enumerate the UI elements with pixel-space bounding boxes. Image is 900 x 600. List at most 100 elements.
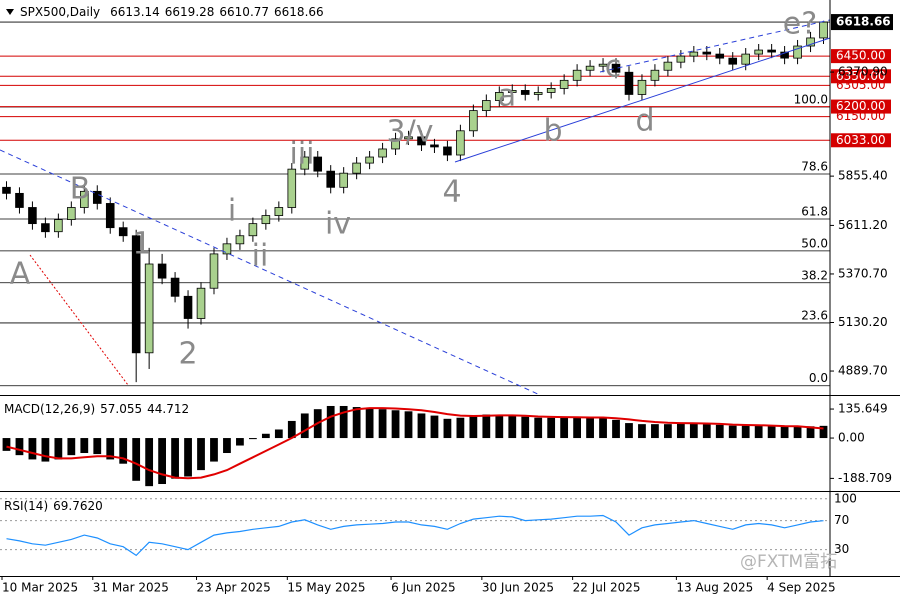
wave-label: i [228, 194, 236, 229]
candle-body [443, 146, 452, 156]
wave-label: 2 [178, 337, 197, 372]
macd-bar [560, 417, 569, 439]
trend-line [454, 37, 831, 163]
macd-bar [456, 417, 465, 439]
x-tick-label: 31 Mar 2025 [93, 581, 169, 595]
macd-bar [793, 426, 802, 439]
macd-bar [41, 438, 50, 462]
macd-bar [300, 413, 309, 439]
macd-bar [430, 415, 439, 439]
last-price-box [831, 14, 893, 31]
wave-label: d [635, 104, 654, 139]
y-tick-label: 5611.20 [838, 218, 888, 232]
macd-bar [702, 424, 711, 439]
macd-bar [404, 411, 413, 439]
y-tick-label: 5370.70 [838, 266, 888, 280]
candle-body [339, 172, 348, 188]
macd-bar [806, 426, 815, 439]
candle-body [287, 168, 297, 208]
candle-body [482, 100, 491, 112]
x-tick-label: 15 May 2025 [287, 581, 365, 595]
candle-body [559, 79, 569, 89]
macd-bar [586, 417, 594, 439]
x-tick-label: 6 Jun 2025 [391, 581, 456, 595]
candle-body [741, 53, 750, 65]
macd-bar [547, 417, 556, 439]
macd-bar [689, 423, 698, 439]
candle-body [326, 170, 335, 188]
wave-label: 1 [132, 227, 151, 262]
macd-bar [534, 417, 543, 439]
candle-body [144, 263, 154, 354]
wave-label: b [543, 114, 562, 149]
candle-body [495, 92, 504, 101]
macd-bar [236, 438, 244, 446]
candle-body [754, 49, 763, 55]
macd-bar [741, 425, 750, 439]
macd-bar [67, 438, 76, 456]
trend-line [29, 254, 129, 386]
menu-arrow[interactable] [6, 9, 14, 15]
wave-label: iii [289, 137, 314, 172]
fib-label: 0.0 [809, 371, 828, 385]
fib-label: 23.6 [801, 308, 828, 322]
macd-bar [573, 417, 581, 439]
candle-body [806, 37, 815, 47]
candle-body [28, 207, 37, 225]
macd-bar [378, 409, 387, 439]
level-box [831, 49, 891, 64]
macd-bar [728, 425, 737, 439]
candle-body [780, 51, 789, 59]
indicator-name: MACD(12,26,9) [4, 402, 95, 416]
y-tick-label: 5130.20 [838, 315, 888, 329]
macd-bar [651, 424, 659, 439]
level-label: 6450.00 [836, 49, 886, 63]
macd-bar [495, 414, 504, 439]
macd-bar [210, 438, 218, 462]
symbol: SPX500,Daily [20, 5, 100, 19]
y-tick-label: -188.709 [838, 471, 892, 485]
x-tick-label: 13 Aug 2025 [676, 581, 753, 595]
candle-body [456, 130, 465, 156]
x-tick-label: 30 Jun 2025 [482, 581, 554, 595]
candle-body [41, 223, 50, 233]
macd-bar [521, 416, 530, 439]
macd-bar [54, 438, 63, 460]
fib-label: 61.8 [801, 204, 828, 218]
wave-label: iv [325, 207, 351, 242]
macd-bar [171, 438, 179, 479]
fib-label: 38.2 [801, 268, 828, 282]
x-tick-label: 4 Sep 2025 [767, 581, 835, 595]
macd-bar [223, 438, 231, 454]
candle-body [274, 207, 284, 216]
candle-body [611, 63, 621, 73]
candle-body [624, 71, 634, 95]
y-tick-label: 4889.70 [838, 364, 888, 378]
y-tick-label: 0.00 [838, 431, 865, 445]
candle-body [80, 190, 89, 208]
candle-body [546, 88, 556, 93]
macd-bar [15, 438, 24, 456]
candle-body [222, 243, 232, 255]
candle-body [235, 235, 245, 245]
macd-bar [508, 415, 517, 439]
macd-bar [443, 418, 452, 439]
macd-bar [352, 407, 361, 439]
candle-body [637, 79, 647, 95]
candle-body [2, 186, 11, 194]
level-label: 6033.00 [836, 133, 886, 147]
candle-body [767, 49, 776, 53]
candle-body [417, 136, 426, 146]
candle-body [391, 138, 400, 150]
candle-body [313, 156, 323, 172]
macd-bar [391, 410, 400, 439]
plot-area: 100.0 78.6 61.8 50.0 38.2 23.6 0.0 [0, 20, 830, 557]
macd-bar [365, 408, 374, 439]
macd-bar [780, 426, 789, 439]
signal-line [6, 407, 824, 480]
trend-line [599, 19, 831, 73]
candle-body [819, 21, 828, 39]
wave-label: B [70, 172, 91, 207]
candle-body [520, 90, 530, 95]
level-label: 6350.00 [836, 69, 886, 83]
